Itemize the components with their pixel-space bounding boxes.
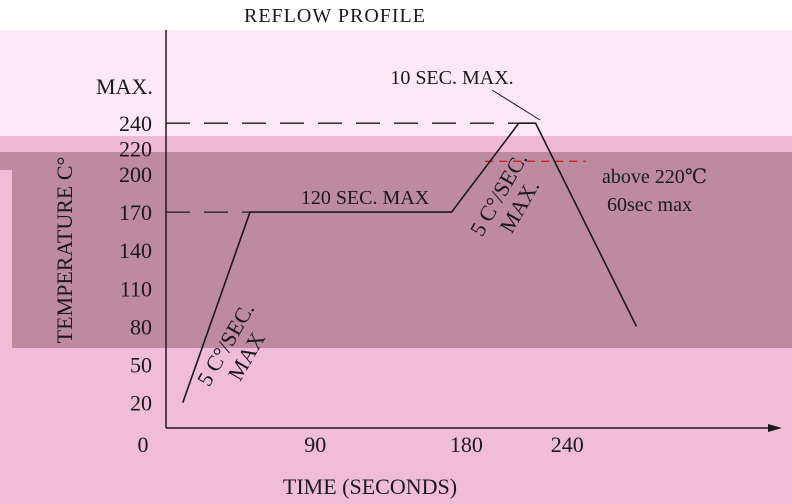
band-side-cut xyxy=(0,170,12,366)
series-line-0 xyxy=(182,122,638,403)
x-tick-label-3: 240 xyxy=(551,432,584,457)
x-tick-label-0: 0 xyxy=(138,432,149,457)
x-axis-title: TIME (SECONDS) xyxy=(283,474,457,499)
y-tick-label-2: 80 xyxy=(130,314,152,339)
y-tick-label-7: 220 xyxy=(119,137,152,162)
band-mauve xyxy=(0,152,792,348)
y-tick-label-3: 110 xyxy=(120,276,152,301)
band-top-white xyxy=(0,0,792,30)
y-tick-label-6: 200 xyxy=(119,162,152,187)
chart-title: REFLOW PROFILE xyxy=(244,5,426,27)
annotation-soak: 120 SEC. MAX xyxy=(301,187,430,209)
reference-lines xyxy=(166,122,586,213)
band-pale xyxy=(0,30,792,136)
y-tick-label-4: 140 xyxy=(119,238,152,263)
x-tick-label-2: 180 xyxy=(450,432,483,457)
annotation-60sec: 60sec max xyxy=(607,194,692,216)
y-tick-label-5: 170 xyxy=(119,200,152,225)
x-axis-arrow-icon xyxy=(768,424,782,432)
y-tick-label-1: 50 xyxy=(130,353,152,378)
annotation-peak-leader xyxy=(491,89,541,121)
annotation-peak: 10 SEC. MAX. xyxy=(390,67,513,89)
y-tick-label-8: 240 xyxy=(119,111,152,136)
y-max-label: MAX. xyxy=(96,74,153,99)
annotation-above-220: above 220℃ xyxy=(602,166,707,188)
x-tick-label-1: 90 xyxy=(304,432,326,457)
x-tick-labels: 0 90 180 240 xyxy=(138,432,584,457)
band-light xyxy=(0,348,792,504)
series-group xyxy=(182,122,638,403)
y-axis-title: TEMPERATURE C° xyxy=(52,157,77,344)
y-tick-label-0: 20 xyxy=(130,391,152,416)
